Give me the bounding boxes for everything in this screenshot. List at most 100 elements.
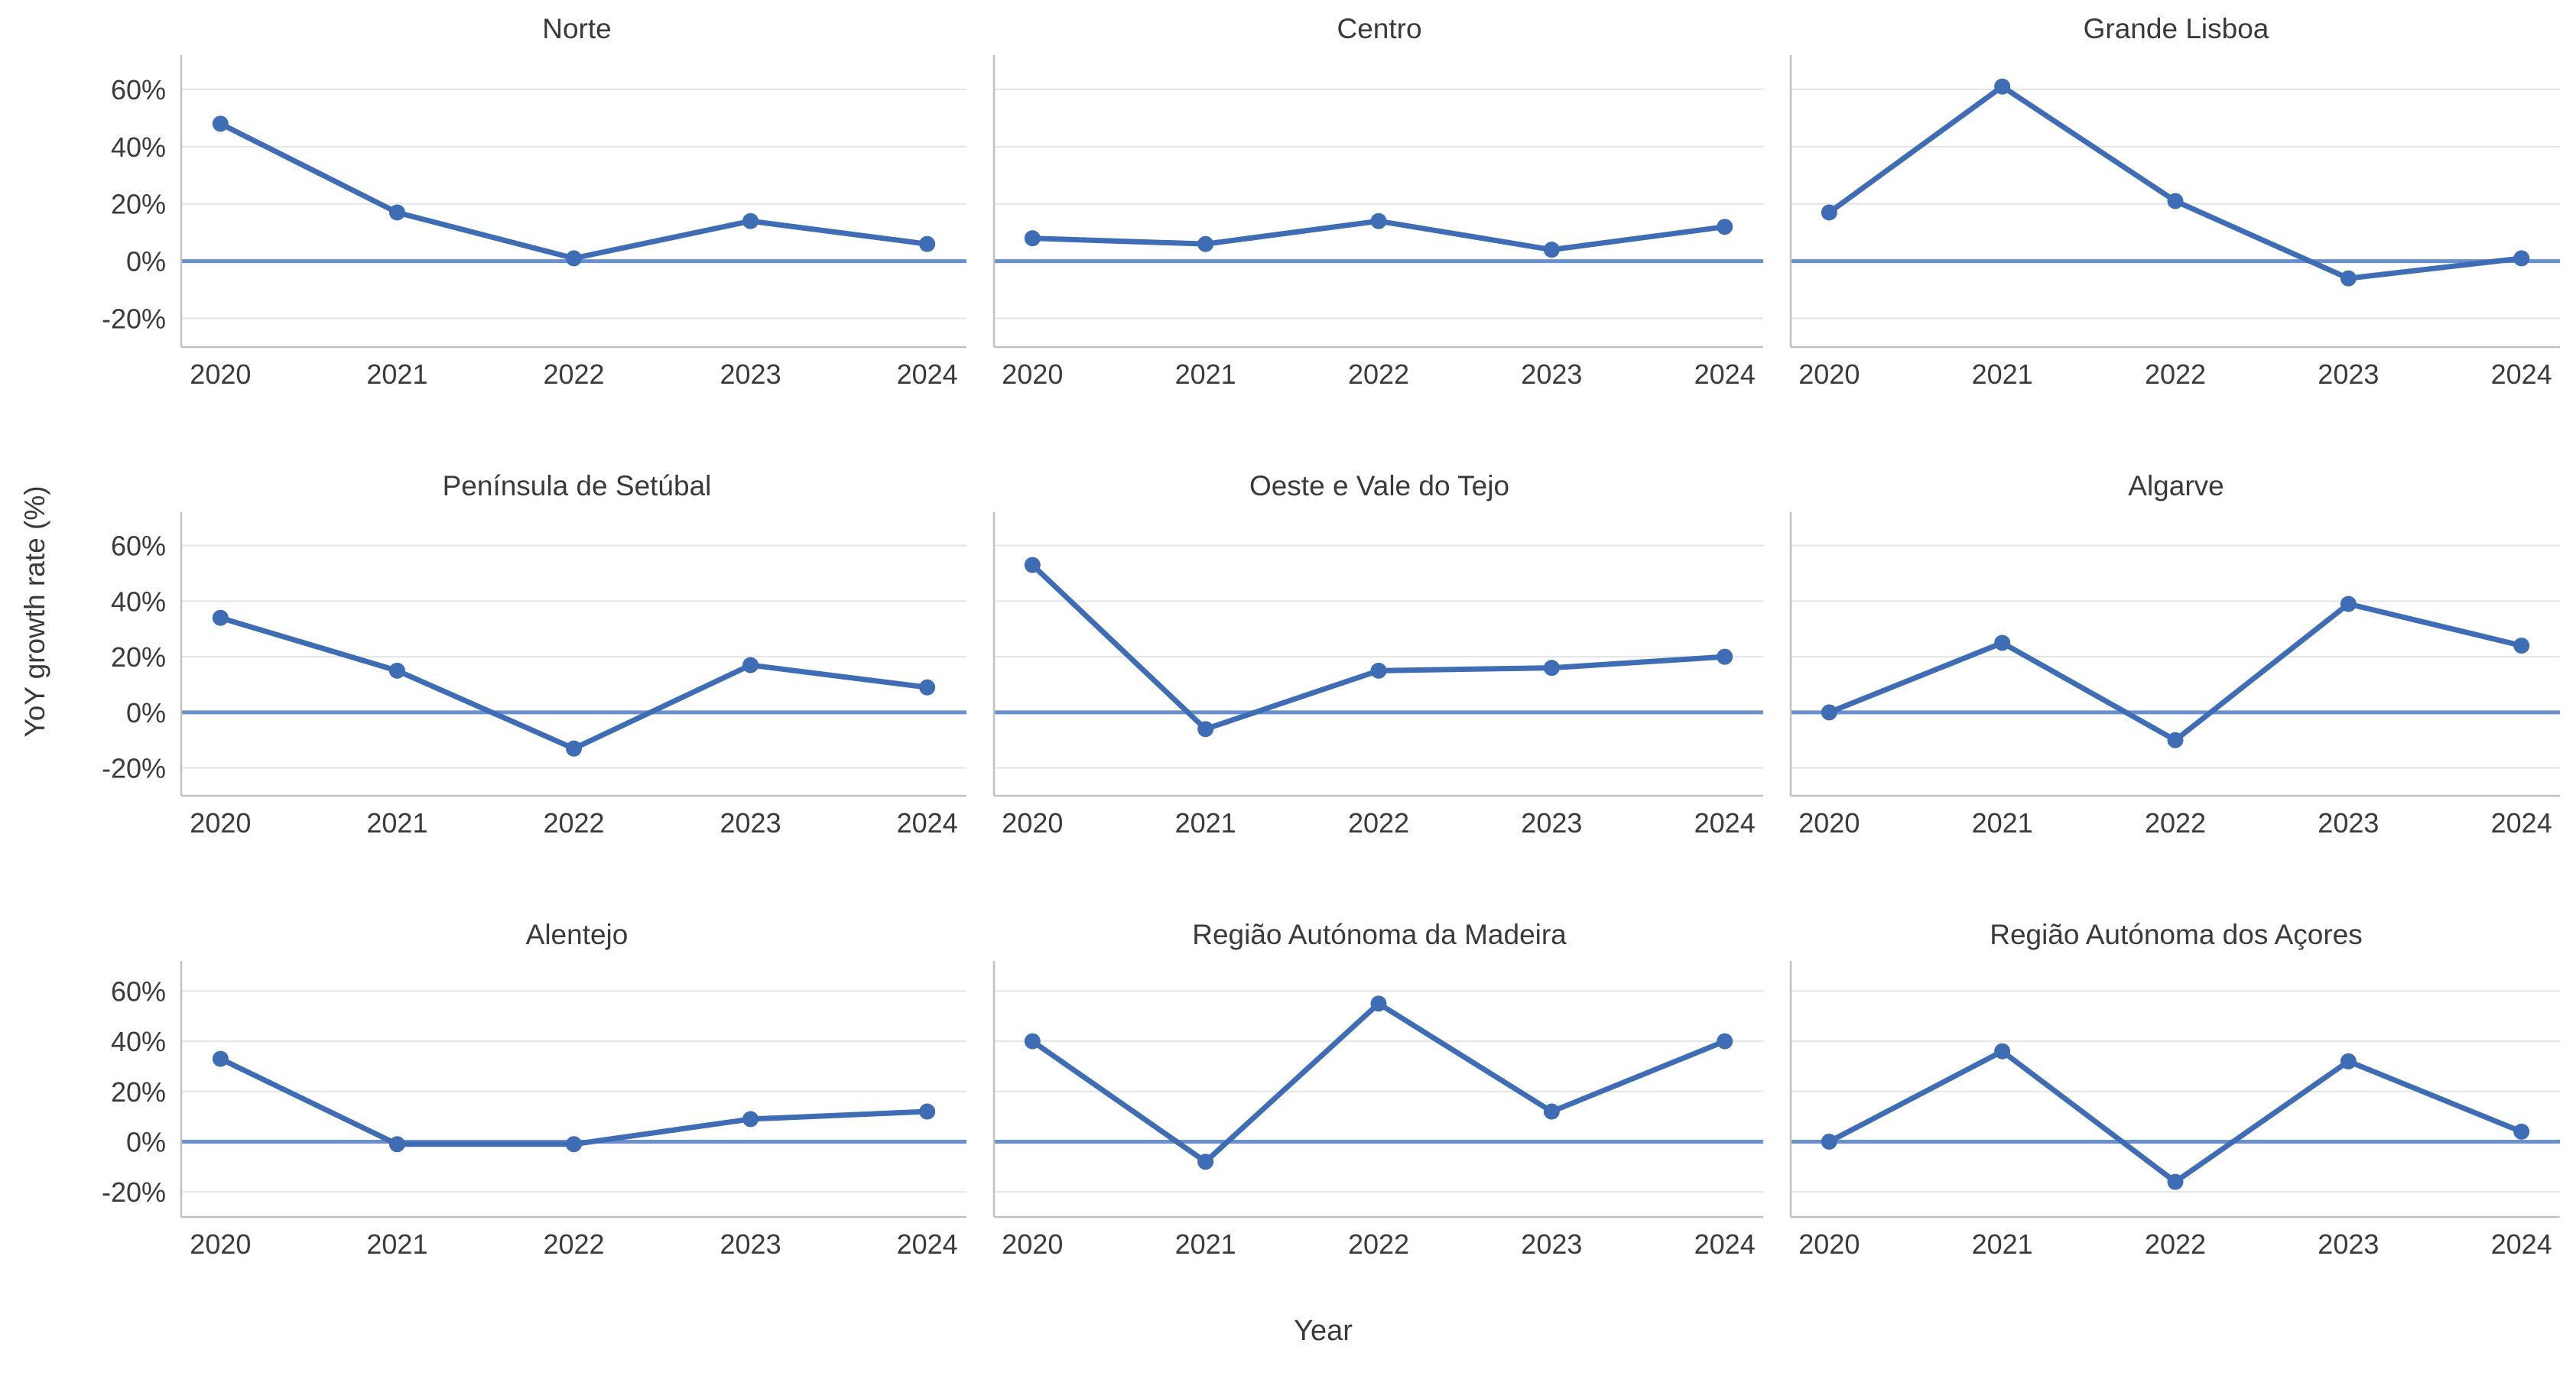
data-point — [1821, 1133, 1837, 1150]
x-tick-label: 2022 — [1348, 807, 1409, 839]
x-tick-label: 2021 — [366, 359, 427, 390]
y-tick-label: 20% — [111, 1076, 166, 1108]
data-point — [1717, 1033, 1733, 1050]
x-tick-label: 2023 — [1521, 807, 1582, 839]
y-tick-label: 40% — [111, 586, 166, 617]
facet-plot: 2020 2021 2022 2023 2024 60% 40% 20% 0% -20% — [102, 512, 966, 839]
x-tick-label: 2020 — [1798, 807, 1860, 839]
data-point — [2513, 250, 2530, 267]
x-tick-label: 2020 — [190, 807, 251, 839]
x-tick-label: 2020 — [190, 359, 251, 390]
x-tick-label: 2021 — [366, 807, 427, 839]
data-point — [919, 679, 936, 696]
facet-cell-grande-lisboa: Grande Lisboa 2020 2021 2022 2023 2024 — [1786, 8, 2566, 401]
facet-cell-norte: Norte 2020 2021 2022 2023 2024 60% 40% 20% 0% -20… — [70, 8, 973, 401]
series-line — [217, 1056, 931, 1147]
data-point — [566, 740, 582, 757]
y-tick-label: 60% — [111, 975, 166, 1007]
x-tick-label: 2024 — [897, 359, 958, 390]
data-point — [1543, 660, 1560, 677]
x-tick-label: 2024 — [2491, 359, 2552, 390]
data-point — [2513, 638, 2530, 654]
data-point — [1370, 662, 1387, 679]
data-point — [1821, 704, 1837, 721]
facet-plot: 2020 2021 2022 2023 2024 — [1789, 512, 2560, 839]
x-tick-label: 2021 — [1175, 359, 1236, 390]
facet-plot: 2020 2021 2022 2023 2024 — [992, 55, 1763, 390]
data-point — [1994, 1043, 2011, 1060]
series-line — [217, 615, 931, 751]
y-tick-label: 60% — [111, 74, 166, 105]
y-tick-label: 0% — [126, 246, 166, 277]
data-point — [2167, 193, 2184, 209]
x-tick-label: 2020 — [1002, 1228, 1063, 1260]
x-tick-label: 2024 — [1694, 359, 1756, 390]
facet-cell-regiao-autonoma-da-madeira: Região Autónoma da Madeira 2020 2021 2022 2… — [989, 914, 1769, 1271]
facet-cell-regiao-autonoma-dos-acores: Região Autónoma dos Açores 2020 2021 2022 2… — [1786, 914, 2566, 1271]
data-point — [212, 609, 229, 626]
series-line — [1826, 601, 2525, 743]
x-tick-label: 2022 — [1348, 1228, 1409, 1260]
x-tick-label: 2020 — [1798, 359, 1860, 390]
x-tick-label: 2022 — [543, 1228, 604, 1260]
x-tick-label: 2023 — [1521, 1228, 1582, 1260]
facet-title: Oeste e Vale do Tejo — [1249, 470, 1510, 501]
data-point — [742, 657, 759, 673]
y-tick-label: 0% — [126, 697, 166, 729]
x-tick-label: 2023 — [720, 807, 781, 839]
y-tick-label: 0% — [126, 1126, 166, 1157]
x-tick-label: 2023 — [720, 359, 781, 390]
facet-plot: 2020 2021 2022 2023 2024 — [992, 512, 1763, 839]
series-line — [1029, 1001, 1728, 1165]
y-tick-label: 40% — [111, 1026, 166, 1057]
data-point — [1370, 213, 1387, 229]
facet-title: Península de Setúbal — [442, 470, 712, 501]
data-point — [388, 662, 405, 679]
data-point — [1717, 219, 1733, 235]
x-tick-label: 2022 — [2145, 1228, 2206, 1260]
x-tick-label: 2024 — [2491, 1228, 2552, 1260]
x-tick-label: 2023 — [2318, 359, 2379, 390]
x-axis-title: Year — [1294, 1315, 1353, 1347]
x-tick-label: 2023 — [2318, 807, 2379, 839]
x-tick-label: 2022 — [2145, 359, 2206, 390]
x-tick-label: 2021 — [1972, 807, 2033, 839]
facet-title: Alentejo — [525, 919, 629, 950]
x-tick-label: 2021 — [1175, 807, 1236, 839]
facet-plot: 2020 2021 2022 2023 2024 — [1789, 961, 2560, 1260]
data-point — [1024, 1033, 1041, 1050]
data-point — [2340, 1053, 2357, 1069]
data-point — [212, 115, 229, 132]
facet-grid: Norte 2020 2021 2022 2023 2024 60% 40% 20% 0% -20… — [70, 8, 2566, 1271]
x-tick-label: 2020 — [1002, 807, 1063, 839]
x-tick-label: 2022 — [2145, 807, 2206, 839]
y-tick-label: 20% — [111, 189, 166, 220]
data-point — [1543, 1103, 1560, 1120]
x-tick-label: 2024 — [897, 807, 958, 839]
data-point — [212, 1050, 229, 1067]
data-point — [2167, 732, 2184, 748]
facet-title: Região Autónoma da Madeira — [1192, 919, 1567, 950]
facet-title: Região Autónoma dos Açores — [1990, 919, 2363, 950]
x-tick-label: 2024 — [1694, 1228, 1756, 1260]
series-line — [1826, 1048, 2525, 1185]
x-tick-label: 2021 — [1175, 1228, 1236, 1260]
x-tick-label: 2021 — [1972, 359, 2033, 390]
x-tick-label: 2023 — [1521, 359, 1582, 390]
data-point — [1543, 242, 1560, 258]
facet-cell-peninsula-de-setubal: Península de Setúbal 2020 2021 2022 2023 202… — [70, 465, 973, 849]
data-point — [2513, 1123, 2530, 1140]
data-point — [2167, 1173, 2184, 1190]
series-line — [1029, 562, 1728, 732]
data-point — [1197, 1154, 1214, 1170]
data-point — [388, 1136, 405, 1153]
facet-cell-centro: Centro 2020 2021 2022 2023 2024 — [989, 8, 1769, 401]
data-point — [919, 1103, 936, 1120]
y-tick-label: 60% — [111, 531, 166, 562]
y-tick-label: 20% — [111, 641, 166, 673]
data-point — [2340, 596, 2357, 612]
x-tick-label: 2023 — [720, 1228, 781, 1260]
data-point — [1994, 78, 2011, 95]
facet-plot: 2020 2021 2022 2023 2024 — [1789, 55, 2560, 390]
facet-title: Centro — [1337, 13, 1422, 44]
